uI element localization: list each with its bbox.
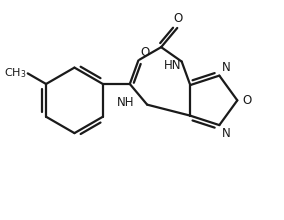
Text: O: O <box>140 46 150 59</box>
Text: NH: NH <box>117 96 135 109</box>
Text: O: O <box>242 94 251 107</box>
Text: N: N <box>222 61 231 74</box>
Text: O: O <box>174 12 183 25</box>
Text: CH$_3$: CH$_3$ <box>4 66 27 80</box>
Text: HN: HN <box>164 59 181 72</box>
Text: N: N <box>222 127 231 140</box>
